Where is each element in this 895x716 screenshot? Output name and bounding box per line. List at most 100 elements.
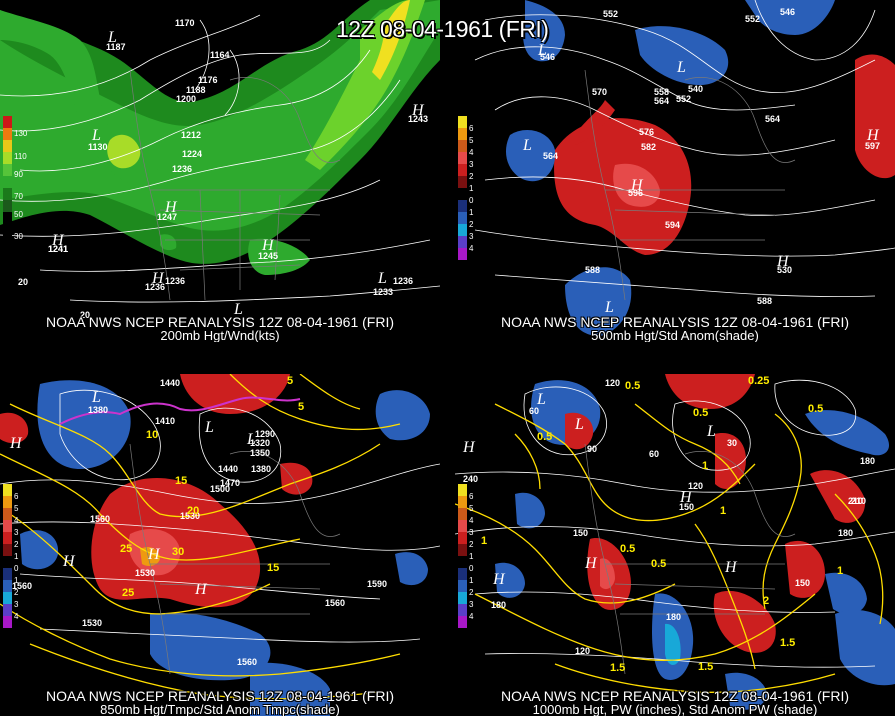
contour-label: 540 xyxy=(688,84,703,94)
anomaly-legend xyxy=(458,484,467,628)
pw-label: 1 xyxy=(837,565,843,577)
contour-label: 564 xyxy=(654,96,669,106)
jet-stream-shading xyxy=(0,0,440,275)
legend-label: 2 xyxy=(14,588,19,597)
contour-label: 1176 xyxy=(198,75,218,85)
legend-label: 0 xyxy=(469,564,474,573)
temperature-label: 30 xyxy=(172,546,184,558)
contour-label: 546 xyxy=(780,7,795,17)
temperature-label: 20 xyxy=(187,505,199,517)
legend-label: 0 xyxy=(14,564,19,573)
contour-label: 90 xyxy=(587,444,597,454)
height-contours xyxy=(0,389,440,643)
contour-label: 594 xyxy=(665,220,680,230)
low-center: L xyxy=(536,391,546,408)
contour-label: 1560 xyxy=(90,514,110,524)
anomaly-shading xyxy=(0,374,430,716)
temperature-label: 5 xyxy=(298,401,304,413)
anomaly-shading xyxy=(505,0,895,336)
legend-label: 6 xyxy=(469,124,474,133)
pw-label: 0.5 xyxy=(651,558,666,570)
contour-label: 1241 xyxy=(48,244,68,254)
legend-label: 1 xyxy=(469,208,474,217)
contour-label: 552 xyxy=(745,14,760,24)
low-center: L xyxy=(107,29,117,46)
high-center: H xyxy=(261,237,275,254)
contour-label: 1440 xyxy=(160,378,180,388)
high-center: H xyxy=(9,435,23,452)
pw-label: 1 xyxy=(720,505,726,517)
pw-label: 1.5 xyxy=(610,662,625,674)
contour-label: 180 xyxy=(838,528,853,538)
legend-label: 3 xyxy=(14,600,19,609)
contour-label: 1188 xyxy=(186,85,206,95)
contour-label: 1560 xyxy=(12,581,32,591)
contour-label: 1320 xyxy=(250,438,270,448)
legend-label: 1 xyxy=(469,184,474,193)
contour-label: 1245 xyxy=(258,251,278,261)
low-center: L xyxy=(604,299,614,316)
map-1000mb: 120 60 90 60 30 120 150 150 180 210 180 … xyxy=(455,374,895,710)
high-center: H xyxy=(724,559,738,576)
low-center: L xyxy=(233,301,243,318)
caption-source: NOAA NWS NCEP REANALYSIS 12Z 08-04-1961 … xyxy=(45,688,395,704)
legend-label: 3 xyxy=(469,528,474,537)
contour-label: 1350 xyxy=(250,448,270,458)
contour-label: 1130 xyxy=(88,142,108,152)
contour-label: 1470 xyxy=(220,478,240,488)
legend-label: 4 xyxy=(469,244,474,253)
high-center: H xyxy=(194,581,208,598)
contour-label: 1440 xyxy=(218,464,238,474)
legend-label: 70 xyxy=(14,192,23,201)
high-center: H xyxy=(462,439,476,456)
temperature-label: 15 xyxy=(267,562,279,574)
pw-label: 0.5 xyxy=(693,407,708,419)
legend-label: 110 xyxy=(14,152,27,161)
height-contours xyxy=(455,379,895,668)
legend-label: 2 xyxy=(469,172,474,181)
high-center: H xyxy=(411,102,425,119)
contour-label: 1170 xyxy=(175,18,195,28)
contour-label: 1233 xyxy=(373,287,393,297)
high-center: H xyxy=(62,553,76,570)
high-center: H xyxy=(164,199,178,216)
contour-label: 576 xyxy=(639,127,654,137)
contour-label: 597 xyxy=(865,141,880,151)
low-center: L xyxy=(246,431,256,448)
legend-label: 1 xyxy=(469,552,474,561)
contour-label: 240 xyxy=(463,474,478,484)
contour-label: 120 xyxy=(688,481,703,491)
legend-label: 1 xyxy=(14,576,19,585)
high-center: H xyxy=(584,555,598,572)
contour-label: 570 xyxy=(592,87,607,97)
contour-label: 60 xyxy=(649,449,659,459)
contour-label: 1530 xyxy=(180,511,200,521)
caption-variable: 500mb Hgt/Std Anom(shade) xyxy=(591,328,759,342)
pw-label: 1 xyxy=(481,535,487,547)
low-center: L xyxy=(377,270,387,287)
contour-label: 1560 xyxy=(325,598,345,608)
latitude-label: 20 xyxy=(18,277,28,287)
contour-label: 30 xyxy=(727,438,737,448)
contour-label: 1236 xyxy=(393,276,413,286)
contour-label: 1243 xyxy=(408,114,428,124)
contour-label: 150 xyxy=(679,502,694,512)
temperature-label: 25 xyxy=(120,543,132,555)
legend-label: 2 xyxy=(14,540,19,549)
contour-label: 180 xyxy=(860,456,875,466)
pw-label: 1 xyxy=(702,460,708,472)
contour-label: 1236 xyxy=(165,276,185,286)
contour-label: 1410 xyxy=(155,416,175,426)
contour-label: 60 xyxy=(529,406,539,416)
temperature-contours xyxy=(0,374,401,700)
low-center: L xyxy=(522,137,532,154)
precipitable-water-contours xyxy=(455,403,884,693)
caption-source: NOAA NWS NCEP REANALYSIS 12Z 08-04-1961 … xyxy=(500,314,850,330)
coastlines xyxy=(129,69,341,301)
pw-label: 0.5 xyxy=(625,380,640,392)
pw-label: 1.5 xyxy=(698,661,713,673)
contour-label: 1247 xyxy=(157,212,177,222)
legend-label: 4 xyxy=(14,612,19,621)
caption-source: NOAA NWS NCEP REANALYSIS 12Z 08-04-1961 … xyxy=(500,688,850,704)
map-500mb: 552 552 546 546 570 558 564 552 540 576 … xyxy=(474,0,895,336)
